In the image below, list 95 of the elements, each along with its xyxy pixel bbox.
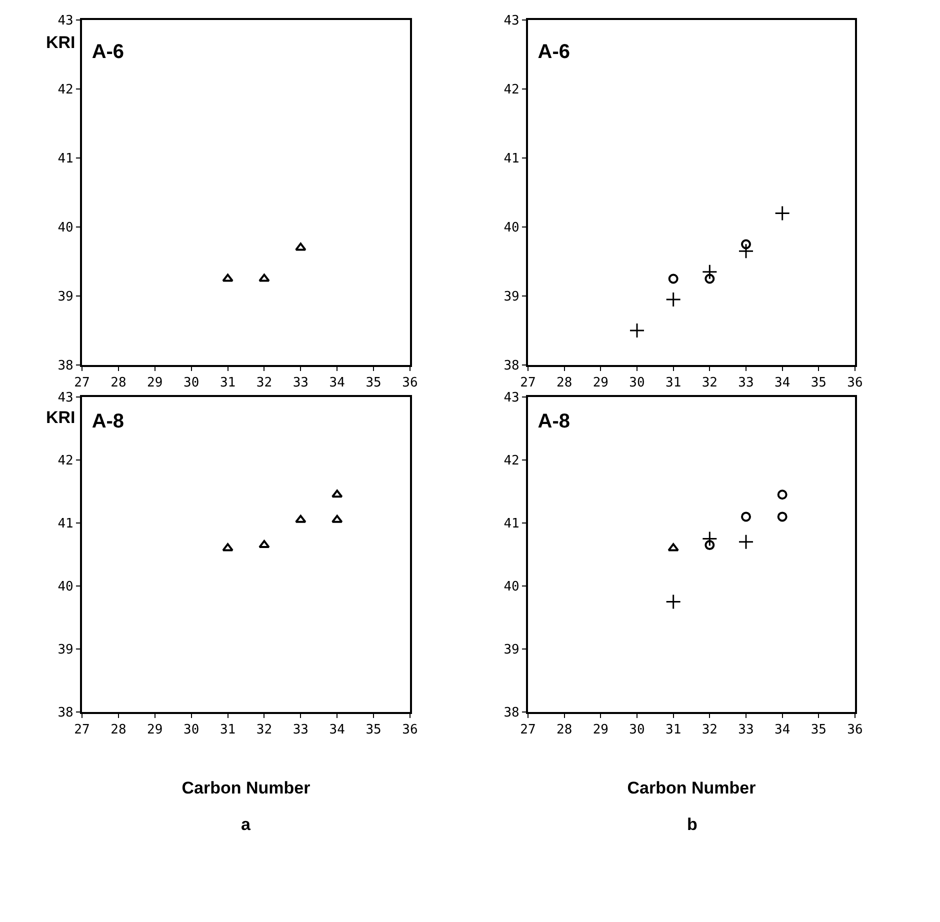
x-tick-label: 32 [702,722,718,738]
point [777,490,788,500]
x-tick-label: 28 [556,376,572,391]
point [704,540,715,550]
x-tick-label: 29 [592,722,608,738]
point [222,543,234,552]
x-tick-label: 29 [592,376,608,391]
y-tick-label: 43 [58,14,74,29]
y-tick-label: 42 [504,82,520,98]
y-axis-title: KRI [46,33,76,52]
x-tick-label: 34 [329,722,346,738]
text: A-6 [538,41,570,64]
point [666,292,682,308]
x-tick-label: 31 [666,376,682,391]
point [668,274,678,284]
x-tick-label: 33 [292,376,308,391]
x-tick-label: 30 [629,376,645,391]
x-axis-title: Carbon Number [627,778,756,798]
point [331,490,343,498]
x-tick-label: 33 [738,722,754,738]
y-tick-label: 40 [58,580,74,595]
point [629,322,645,338]
y-tick-label: 39 [58,290,74,305]
x-tick-label: 30 [184,376,200,391]
text: A-6 [92,41,124,64]
point [774,205,790,221]
y-tick-label: 42 [58,82,74,98]
y-tick-label: 38 [504,358,520,374]
x-tick-label: 36 [402,722,418,738]
y-tick-label: 40 [504,580,520,595]
x-tick-label: 34 [329,376,346,391]
x-tick-label: 31 [220,376,236,391]
point [777,512,788,522]
x-tick-label: 35 [366,722,382,738]
y-tick-label: 38 [58,706,74,721]
x-tick-label: 33 [292,722,308,738]
y-axis-title: KRI [46,408,76,427]
y-tick-label: 39 [504,642,520,658]
x-tick-label: 27 [74,722,90,738]
point [702,531,718,546]
x-tick-label: 29 [147,722,163,738]
text: b [687,815,698,834]
point [331,514,343,523]
x-tick-label: 28 [110,722,126,738]
x-tick-label: 32 [256,722,272,738]
point [704,274,715,284]
point [666,594,682,610]
point [668,543,679,552]
y-tick-label: 40 [504,220,520,236]
y-tick-label: 38 [504,706,520,721]
x-tick-label: 34 [774,722,790,738]
x-tick-label: 31 [666,722,682,738]
x-tick-label: 35 [366,376,382,391]
y-tick-label: 39 [58,642,74,658]
x-tick-label: 36 [847,376,863,391]
x-tick-label: 30 [184,722,200,738]
x-tick-label: 28 [556,722,572,738]
y-tick-label: 41 [504,516,520,532]
x-tick-label: 36 [847,722,863,738]
point [702,264,718,280]
y-tick-label: 42 [58,454,74,469]
x-tick-label: 34 [774,376,790,391]
x-tick-label: 27 [520,376,536,391]
x-tick-label: 29 [147,376,163,391]
y-tick-label: 43 [58,390,74,406]
y-tick-label: 41 [58,152,74,167]
text: A-8 [92,410,124,432]
point [295,514,306,523]
y-tick-label: 41 [58,516,74,532]
x-tick-label: 35 [810,722,826,738]
x-tick-label: 27 [520,722,536,738]
point [741,239,751,250]
x-tick-label: 28 [110,376,126,391]
x-tick-label: 36 [402,376,418,391]
text: a [241,815,251,834]
x-tick-label: 32 [256,376,272,391]
x-tick-label: 32 [702,376,718,391]
point [258,540,270,548]
y-tick-label: 43 [504,14,520,29]
point [738,243,754,259]
y-tick-label: 42 [504,454,520,469]
x-tick-label: 27 [74,376,90,391]
x-tick-label: 35 [810,376,826,391]
text: A-8 [538,410,570,432]
y-tick-label: 39 [504,290,520,305]
x-axis-title: Carbon Number [182,778,311,798]
point [738,534,754,550]
y-tick-label: 43 [504,390,520,406]
y-tick-label: 40 [58,220,74,236]
y-tick-label: 38 [58,358,74,374]
x-tick-label: 30 [629,722,645,738]
y-tick-label: 41 [504,152,520,167]
x-tick-label: 31 [220,722,236,738]
point [741,512,751,522]
x-tick-label: 33 [738,376,754,391]
